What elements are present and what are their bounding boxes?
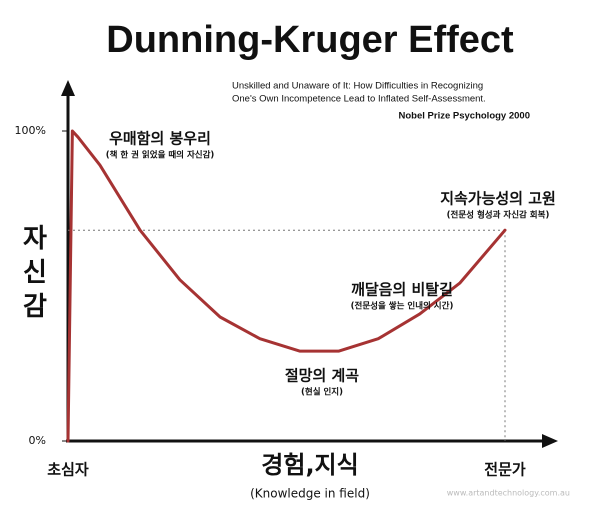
x-start-label: 초심자 bbox=[47, 461, 89, 479]
subtitle: Unskilled and Unaware of It: How Difficu… bbox=[232, 81, 483, 92]
subtitle: One's Own Incompetence Lead to Inflated … bbox=[232, 94, 486, 105]
annotation: 지속가능성의 고원 bbox=[440, 190, 556, 208]
y-label: 자신감 bbox=[23, 224, 47, 322]
source: Nobel Prize Psychology 2000 bbox=[399, 111, 530, 122]
y-arrow bbox=[61, 80, 75, 96]
annotation-note: (현실 인지) bbox=[301, 387, 343, 398]
annotation-note: (전문성 형성과 자신감 회복) bbox=[447, 210, 550, 221]
annotation: 우매함의 봉우리 bbox=[109, 130, 211, 148]
watermark: www.artandtechnology.com.au bbox=[447, 489, 570, 498]
chart-title: Dunning-Kruger Effect bbox=[106, 19, 514, 61]
x-label: 경험,지식 bbox=[261, 451, 358, 479]
annotation: 깨달음의 비탈길 bbox=[351, 281, 453, 299]
x-arrow bbox=[542, 434, 558, 448]
y-tick-label: 100% bbox=[15, 124, 46, 137]
y-tick-label: 0% bbox=[29, 434, 46, 447]
curve bbox=[66, 129, 507, 443]
x-end-label: 전문가 bbox=[484, 461, 526, 479]
annotation-note: (책 한 권 읽었을 때의 자신감) bbox=[106, 150, 215, 161]
x-sublabel: (Knowledge in field) bbox=[250, 487, 370, 501]
annotation-note: (전문성을 쌓는 인내의 시간) bbox=[351, 301, 454, 312]
annotation: 절망의 계곡 bbox=[285, 367, 359, 385]
